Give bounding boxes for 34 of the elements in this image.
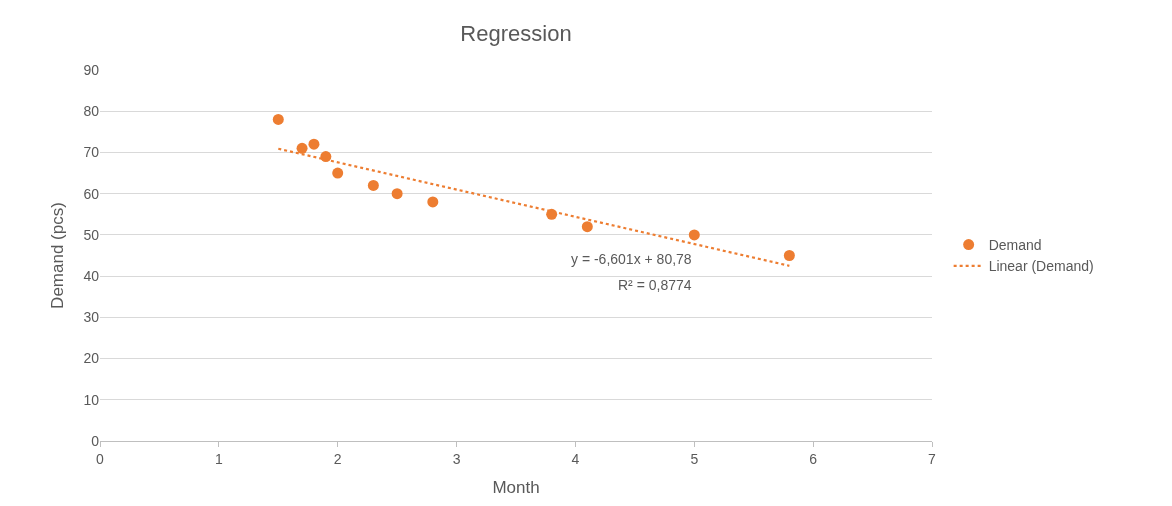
x-axis-title: Month <box>492 478 540 498</box>
chart-title: Regression <box>460 20 572 46</box>
point <box>308 138 320 150</box>
y-tick-label: 80 <box>83 103 100 120</box>
point <box>272 113 284 125</box>
x-tick-label: 4 <box>571 450 580 467</box>
y-tick-label: 70 <box>83 144 100 161</box>
x-tick-label: 6 <box>809 450 818 467</box>
point <box>581 221 593 233</box>
legend-label: Linear (Demand) <box>988 258 1094 275</box>
y-tick-label: 0 <box>91 432 100 449</box>
x-tick-label: 5 <box>690 450 699 467</box>
point <box>391 188 403 200</box>
annotation: y = -6,601x + 80,78 <box>571 251 692 267</box>
y-tick-label: 60 <box>83 185 100 202</box>
point <box>367 179 379 191</box>
y-tick-label: 50 <box>83 226 100 243</box>
x-tick-label: 2 <box>333 450 342 467</box>
point <box>688 229 700 241</box>
y-tick-label: 40 <box>83 268 100 285</box>
legend-label: Demand <box>988 237 1042 254</box>
x-tick-label: 7 <box>928 450 937 467</box>
point <box>296 142 308 154</box>
annotation: R² = 0,8774 <box>618 277 692 293</box>
point <box>783 250 795 261</box>
point <box>332 167 344 179</box>
point <box>427 196 439 208</box>
y-tick-label: 90 <box>83 61 100 78</box>
x-tick-label: 3 <box>452 450 461 467</box>
y-tick-label: 30 <box>83 309 100 326</box>
y-tick-label: 20 <box>83 350 100 367</box>
x-tick-label: 1 <box>214 450 223 467</box>
y-axis-title: Demand (pcs) <box>47 202 67 309</box>
y-tick-label: 10 <box>83 391 100 408</box>
